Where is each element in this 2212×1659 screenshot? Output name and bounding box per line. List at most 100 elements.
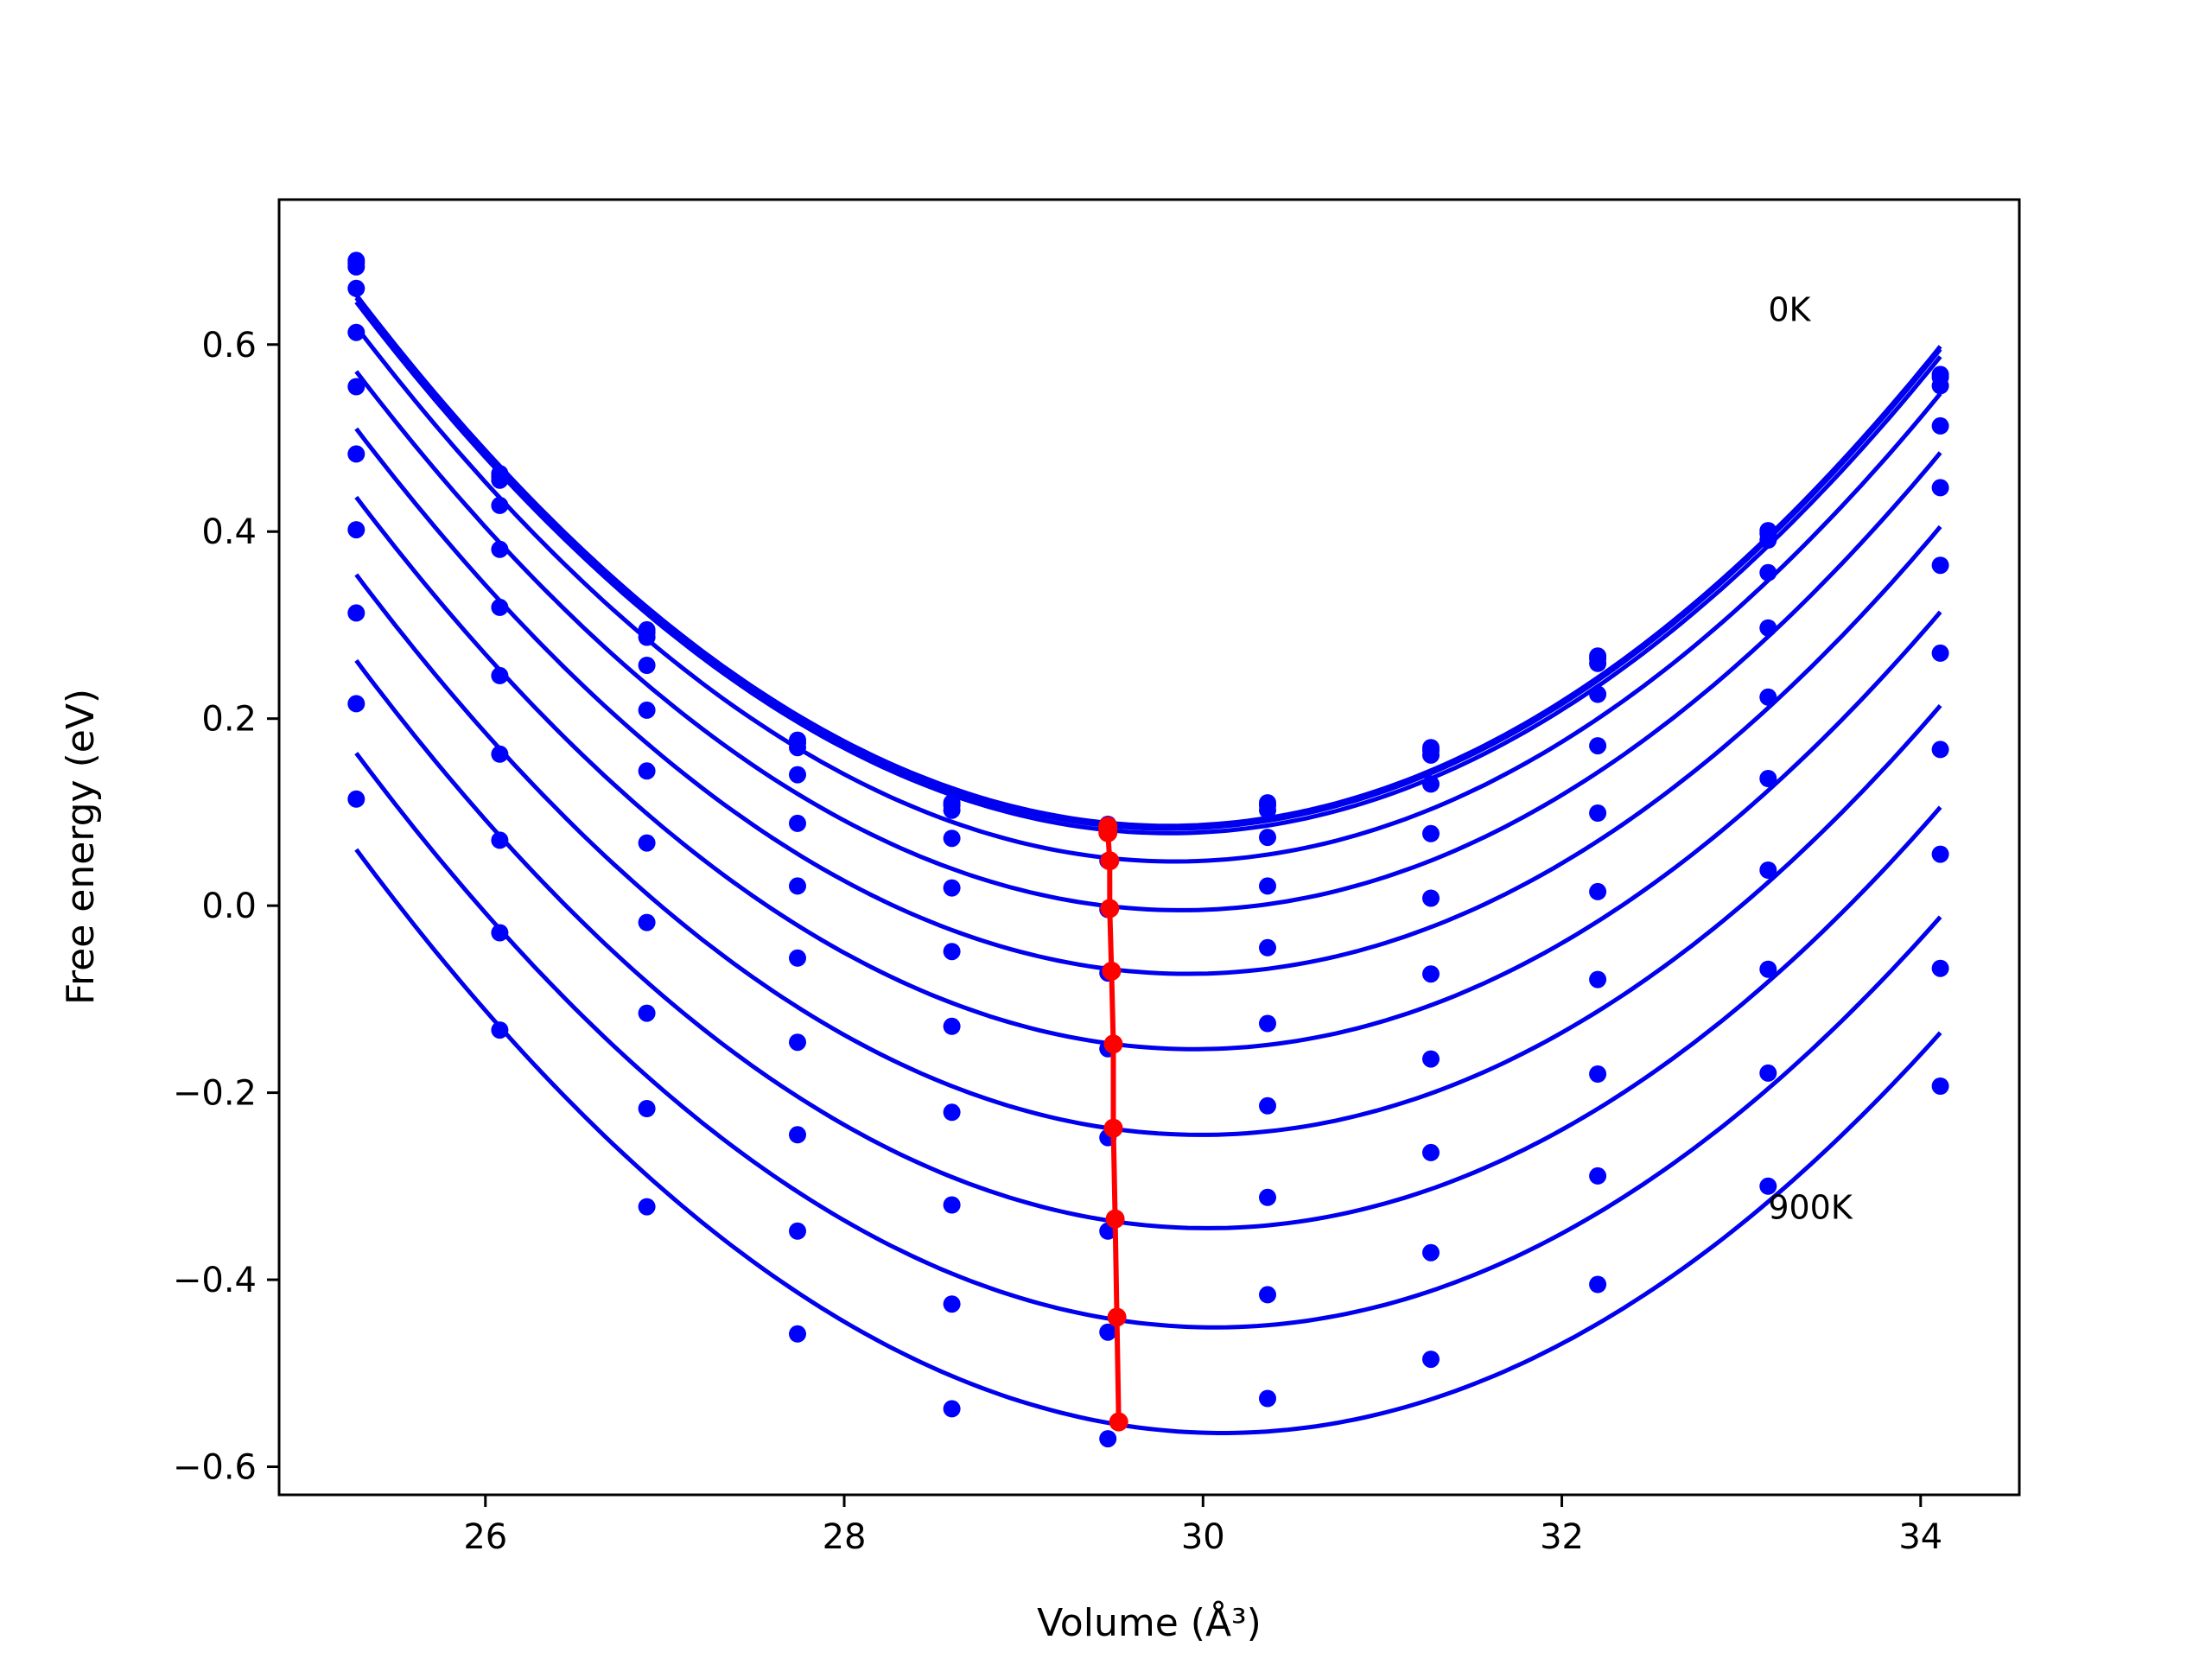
data-point	[1259, 1014, 1276, 1033]
data-points	[347, 251, 1949, 1448]
fit-curve-10	[354, 848, 1942, 1435]
data-point	[491, 471, 509, 489]
data-point	[1589, 882, 1607, 900]
data-point	[1259, 877, 1276, 895]
data-point	[789, 949, 806, 967]
data-point	[1259, 829, 1276, 847]
data-point	[1759, 960, 1777, 978]
y-tick-label: −0.4	[173, 1261, 257, 1300]
data-point	[491, 1021, 509, 1039]
y-tick-label: 0.2	[201, 700, 257, 740]
data-point	[1759, 1177, 1777, 1195]
data-point	[1931, 377, 1949, 395]
data-point	[1589, 737, 1607, 755]
x-axis-label-text: Volume	[1037, 1601, 1179, 1645]
data-point	[1099, 1323, 1117, 1341]
data-point	[789, 1126, 806, 1144]
data-point	[491, 745, 509, 763]
data-point	[943, 879, 961, 897]
minimum-point	[1105, 1209, 1125, 1229]
data-point	[789, 766, 806, 784]
data-point	[347, 604, 365, 622]
temperature-annotation: 900K	[1768, 1189, 1853, 1227]
data-point	[1931, 741, 1949, 759]
data-point	[1259, 938, 1276, 957]
data-point	[1422, 824, 1440, 842]
data-point	[943, 801, 961, 819]
data-point	[638, 1198, 656, 1216]
data-point	[1422, 746, 1440, 764]
data-point	[347, 323, 365, 341]
data-point	[1259, 1096, 1276, 1115]
data-point	[491, 924, 509, 942]
temperature-annotation: 0K	[1768, 291, 1811, 329]
x-axis-label-unit: (Å³)	[1191, 1599, 1262, 1645]
data-point	[789, 1222, 806, 1240]
data-point	[347, 790, 365, 808]
data-point	[943, 1400, 961, 1418]
minimum-path	[1098, 817, 1128, 1432]
y-tick-label: 0.6	[201, 326, 257, 365]
data-point	[1759, 619, 1777, 637]
minimum-point	[1107, 1307, 1127, 1327]
y-tick-label: 0.0	[201, 887, 257, 926]
fit-curve-6	[354, 495, 1942, 1052]
x-tick-label: 32	[1540, 1517, 1584, 1557]
data-point	[347, 445, 365, 463]
data-point	[1259, 1188, 1276, 1206]
data-point	[491, 598, 509, 616]
data-point	[943, 1017, 961, 1035]
data-point	[638, 834, 656, 852]
minimum-point	[1103, 1034, 1123, 1054]
y-axis-label: Free energy (eV)	[59, 689, 103, 1005]
data-point	[1259, 1389, 1276, 1408]
minimum-point	[1103, 1118, 1123, 1138]
data-point	[789, 1325, 806, 1343]
data-point	[1759, 770, 1777, 787]
data-point	[1931, 845, 1949, 863]
data-point	[638, 657, 656, 674]
x-tick-label: 34	[1898, 1517, 1942, 1557]
minimum-point	[1100, 851, 1120, 871]
fit-curve-1	[354, 296, 1942, 831]
minimum-point	[1100, 899, 1120, 918]
data-point	[1422, 1243, 1440, 1262]
x-tick-label: 30	[1181, 1517, 1225, 1557]
data-point	[1422, 965, 1440, 983]
data-point	[638, 628, 656, 646]
data-point	[1422, 1143, 1440, 1161]
fit-curve-4	[354, 370, 1942, 912]
data-point	[1589, 970, 1607, 988]
data-point	[638, 762, 656, 780]
data-point	[1422, 889, 1440, 907]
fit-curve-3	[354, 325, 1942, 864]
data-point	[1759, 531, 1777, 549]
data-point	[1589, 804, 1607, 822]
fit-curve-9	[354, 752, 1942, 1330]
data-point	[943, 1295, 961, 1313]
data-point	[1759, 563, 1777, 582]
data-point	[1589, 685, 1607, 703]
y-axis-ticks: −0.6 −0.4 −0.2 0.0 0.2 0.4 0.6	[173, 326, 279, 1488]
x-tick-label: 28	[823, 1517, 867, 1557]
data-point	[1259, 801, 1276, 819]
data-point	[347, 521, 365, 539]
fit-curve-8	[354, 658, 1942, 1230]
data-point	[1589, 1065, 1607, 1083]
fit-curve-7	[354, 573, 1942, 1137]
fit-curve-2	[354, 300, 1942, 836]
y-tick-label: 0.4	[201, 512, 257, 552]
data-point	[1931, 416, 1949, 435]
data-point	[638, 1004, 656, 1022]
data-point	[1759, 861, 1777, 879]
x-axis-ticks: 26 28 30 32 34	[463, 1495, 1942, 1557]
fit-curve-5	[354, 427, 1942, 976]
data-point	[789, 739, 806, 757]
minimum-point	[1098, 823, 1118, 842]
data-point	[1931, 556, 1949, 575]
minimum-point	[1102, 961, 1122, 981]
data-point	[943, 1196, 961, 1214]
data-point	[347, 695, 365, 713]
data-point	[789, 1033, 806, 1052]
